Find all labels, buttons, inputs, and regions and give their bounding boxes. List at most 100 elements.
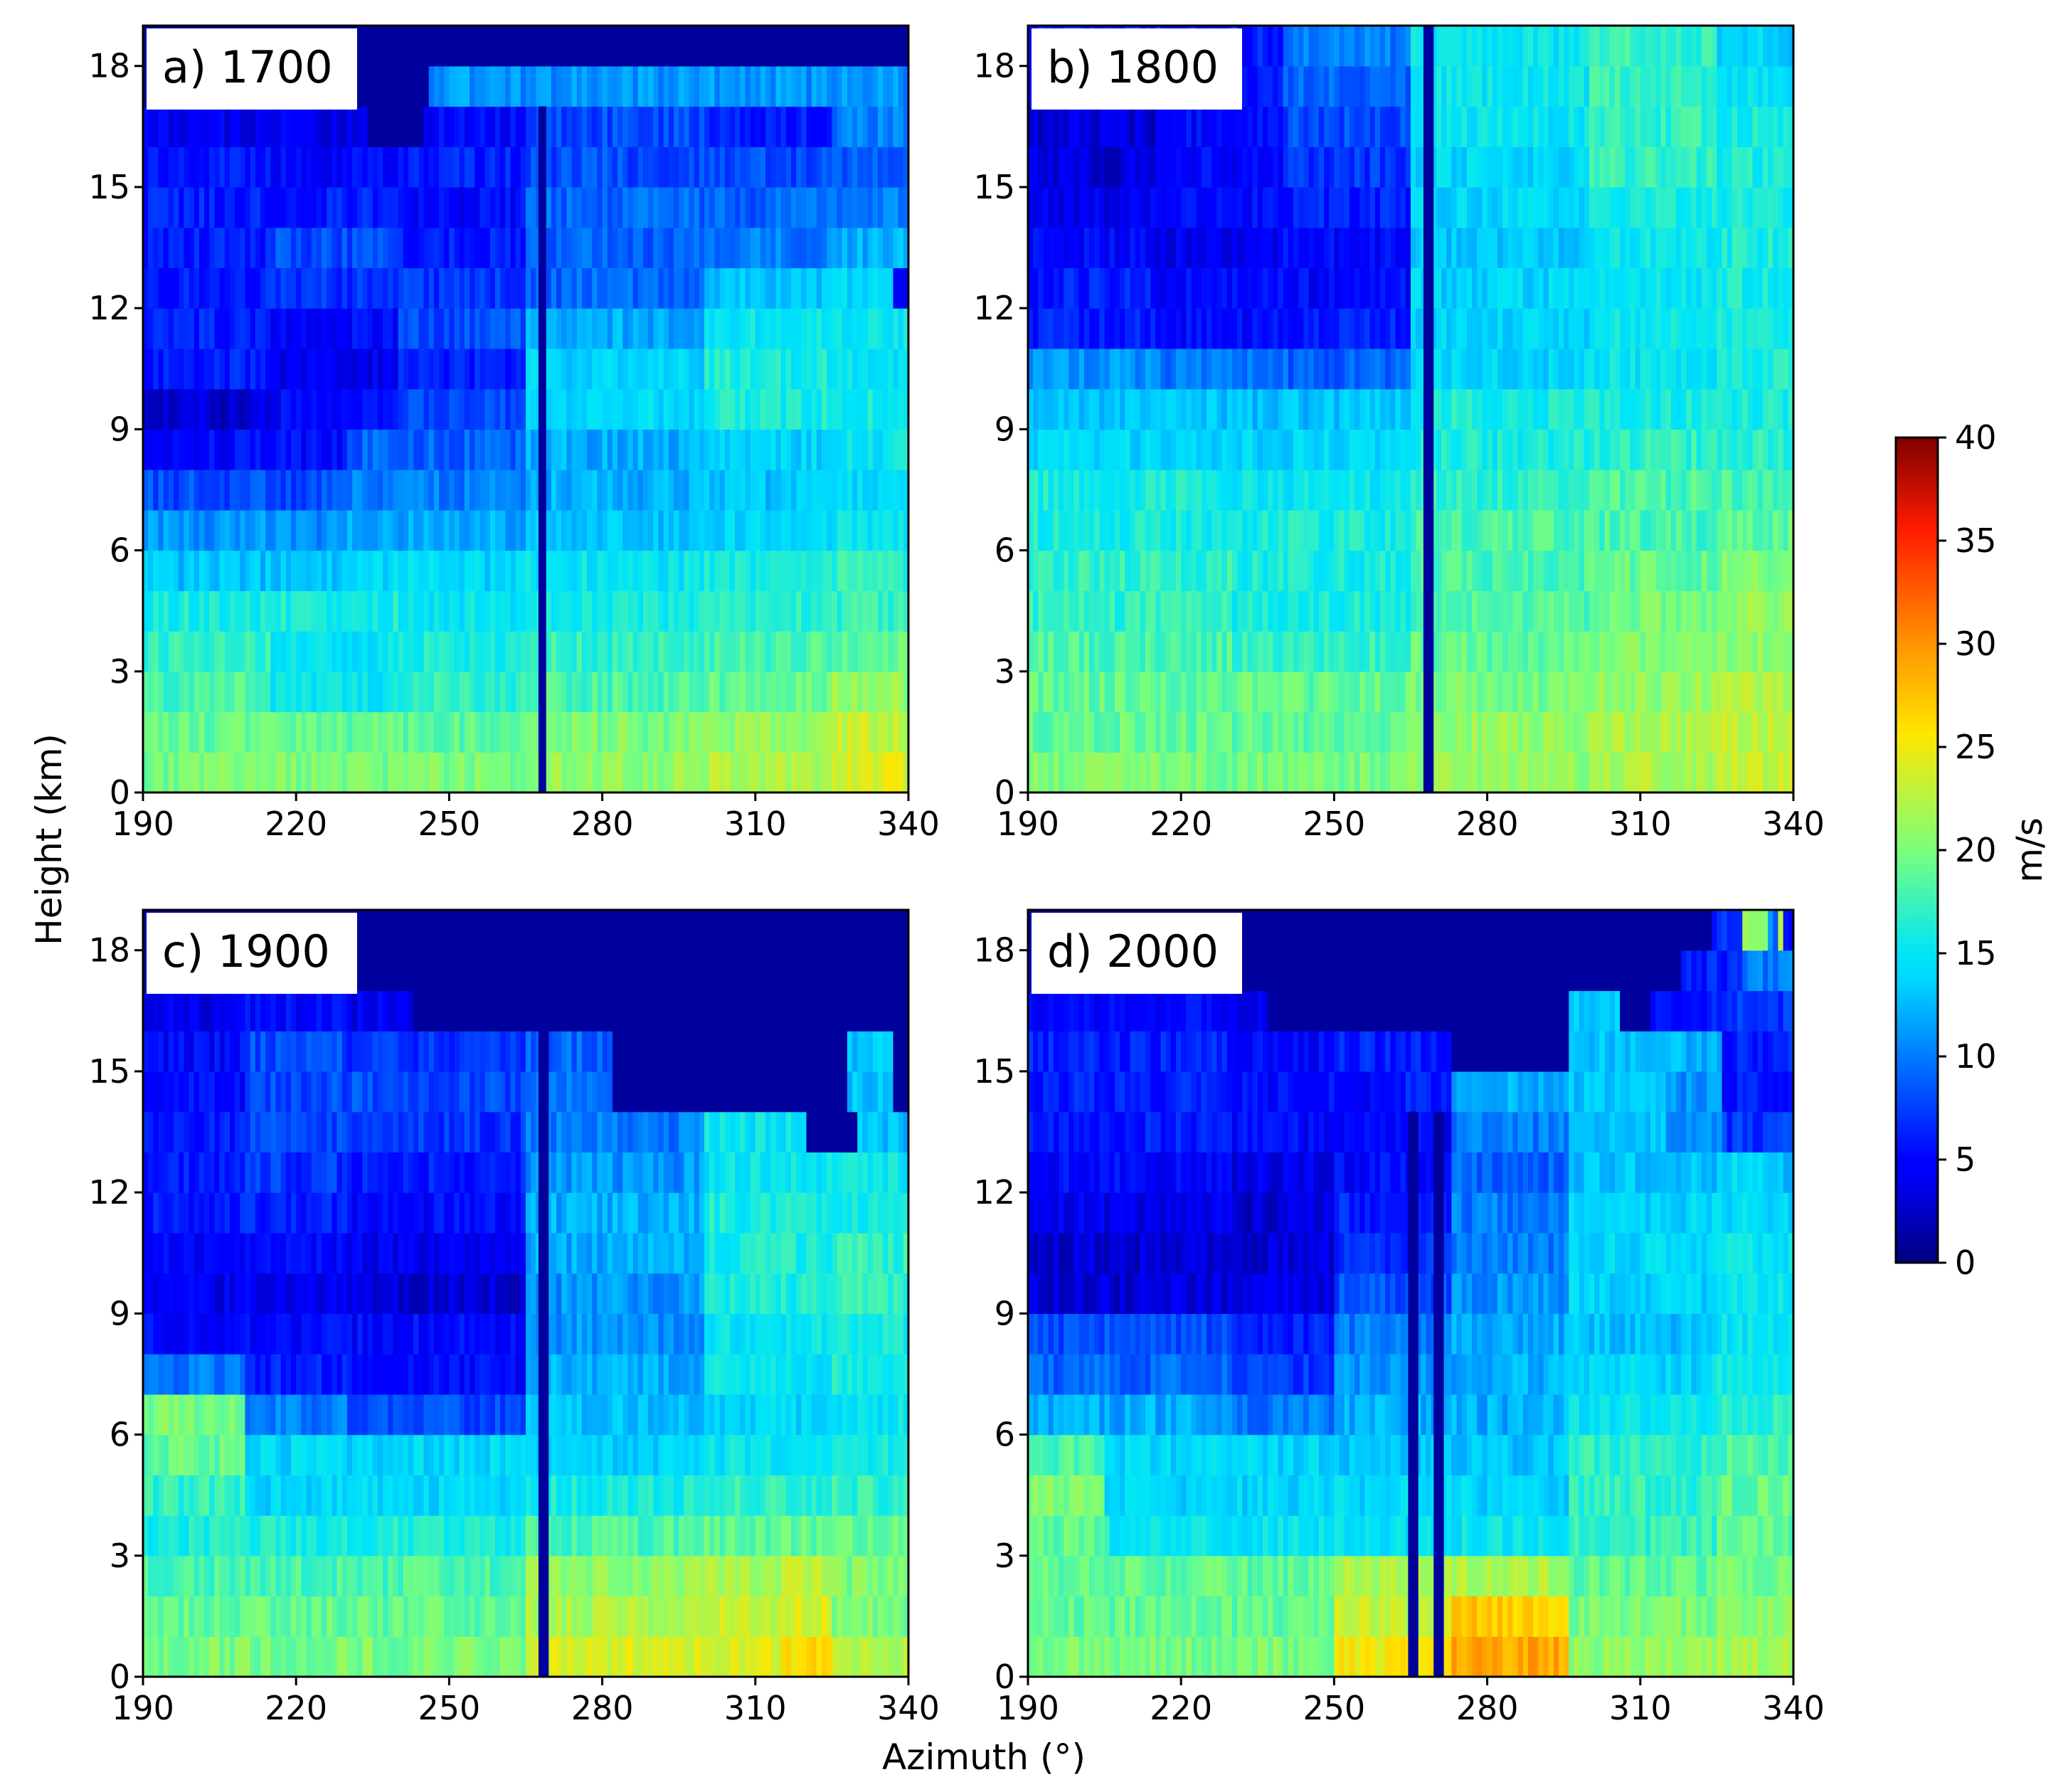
heat-cell <box>724 590 731 632</box>
heat-cell <box>1125 470 1131 511</box>
heat-cell <box>1416 227 1421 269</box>
heat-cell <box>336 388 343 430</box>
heat-cell <box>1553 348 1559 390</box>
heat-cell <box>785 186 792 228</box>
heat-cell <box>470 752 475 793</box>
heat-cell <box>1349 388 1355 430</box>
heat-cell <box>1191 308 1197 349</box>
heat-cell <box>877 671 884 713</box>
heat-cell <box>433 267 440 309</box>
heat-cell <box>684 550 690 591</box>
heat-cell <box>275 590 282 632</box>
heat-cell <box>526 308 531 349</box>
heat-cell <box>1308 590 1315 632</box>
heat-cell <box>1140 590 1146 632</box>
heat-cell <box>1191 590 1197 632</box>
heat-cell <box>822 752 827 793</box>
heat-cell <box>1125 631 1131 672</box>
heat-cell <box>1390 671 1396 713</box>
heat-cell <box>179 711 184 753</box>
heat-cell <box>408 752 414 793</box>
heat-cell <box>827 106 832 147</box>
heat-cell <box>179 752 184 793</box>
heat-cell <box>372 388 378 430</box>
heat-cell <box>1114 227 1120 269</box>
heat-cell <box>346 308 353 349</box>
heat-cell <box>1773 631 1779 672</box>
heat-cell <box>1135 752 1141 793</box>
heat-cell <box>592 65 598 107</box>
heat-cell <box>1201 590 1207 632</box>
heat-cell <box>1130 550 1136 591</box>
heat-cell <box>1737 671 1743 713</box>
heat-cell <box>526 631 531 672</box>
heat-cell <box>1043 388 1049 430</box>
heat-cell <box>1645 752 1651 793</box>
heat-cell <box>291 470 297 511</box>
heat-cell <box>1477 227 1483 269</box>
heat-cell <box>1364 267 1371 309</box>
heat-cell <box>1231 227 1238 269</box>
heat-cell <box>1768 348 1773 390</box>
heat-cell <box>1517 631 1524 672</box>
heat-cell <box>1033 509 1039 551</box>
heat-cell <box>1369 348 1376 390</box>
heat-cell <box>1211 429 1218 470</box>
heat-cell <box>260 752 266 793</box>
heat-cell <box>1411 550 1416 591</box>
heat-cell <box>597 186 603 228</box>
heat-cell <box>265 752 271 793</box>
heat-cell <box>520 671 526 713</box>
heat-cell <box>745 509 751 551</box>
heat-cell <box>1068 470 1075 511</box>
heat-cell <box>760 186 766 228</box>
heat-cell <box>357 186 364 228</box>
heat-cell <box>842 429 848 470</box>
heat-cell <box>1206 590 1212 632</box>
heat-cell <box>888 106 894 147</box>
heat-cell <box>847 509 853 551</box>
heat-cell <box>872 711 879 753</box>
heat-cell <box>1522 388 1529 430</box>
heat-cell <box>224 631 230 672</box>
heat-cell <box>1226 388 1233 430</box>
heat-cell <box>1390 590 1396 632</box>
heat-cell <box>852 267 858 309</box>
heat-cell <box>1324 388 1330 430</box>
heat-cell <box>1165 550 1172 591</box>
heat-cell <box>174 429 179 470</box>
heat-cell <box>1216 590 1223 632</box>
heat-cell <box>1487 348 1493 390</box>
heat-cell <box>229 470 235 511</box>
heat-cell <box>883 388 889 430</box>
heat-cell <box>1237 388 1243 430</box>
heat-cell <box>551 267 557 309</box>
heat-cell <box>1201 711 1207 753</box>
heat-cell <box>571 26 578 67</box>
heat-cell <box>1364 590 1371 632</box>
heat-cell <box>464 65 470 107</box>
heat-cell <box>719 308 726 349</box>
heat-cell <box>1472 671 1478 713</box>
heat-cell <box>245 671 251 713</box>
heat-cell <box>576 711 583 753</box>
heat-cell <box>679 752 684 793</box>
heat-cell <box>224 429 230 470</box>
heat-cell <box>1344 429 1350 470</box>
heat-cell <box>709 711 716 753</box>
heat-cell <box>714 470 721 511</box>
heat-cell <box>1676 470 1682 511</box>
heat-cell <box>346 348 353 390</box>
heat-cell <box>653 267 659 309</box>
heat-cell <box>1385 470 1391 511</box>
heat-cell <box>229 388 235 430</box>
heat-cell <box>740 26 746 67</box>
heat-cell <box>198 227 205 269</box>
heat-cell <box>1533 631 1539 672</box>
heat-cell <box>260 267 266 309</box>
heat-cell <box>857 348 864 390</box>
heat-cell <box>1691 348 1697 390</box>
heat-cell <box>806 388 812 430</box>
heat-cell <box>857 509 864 551</box>
